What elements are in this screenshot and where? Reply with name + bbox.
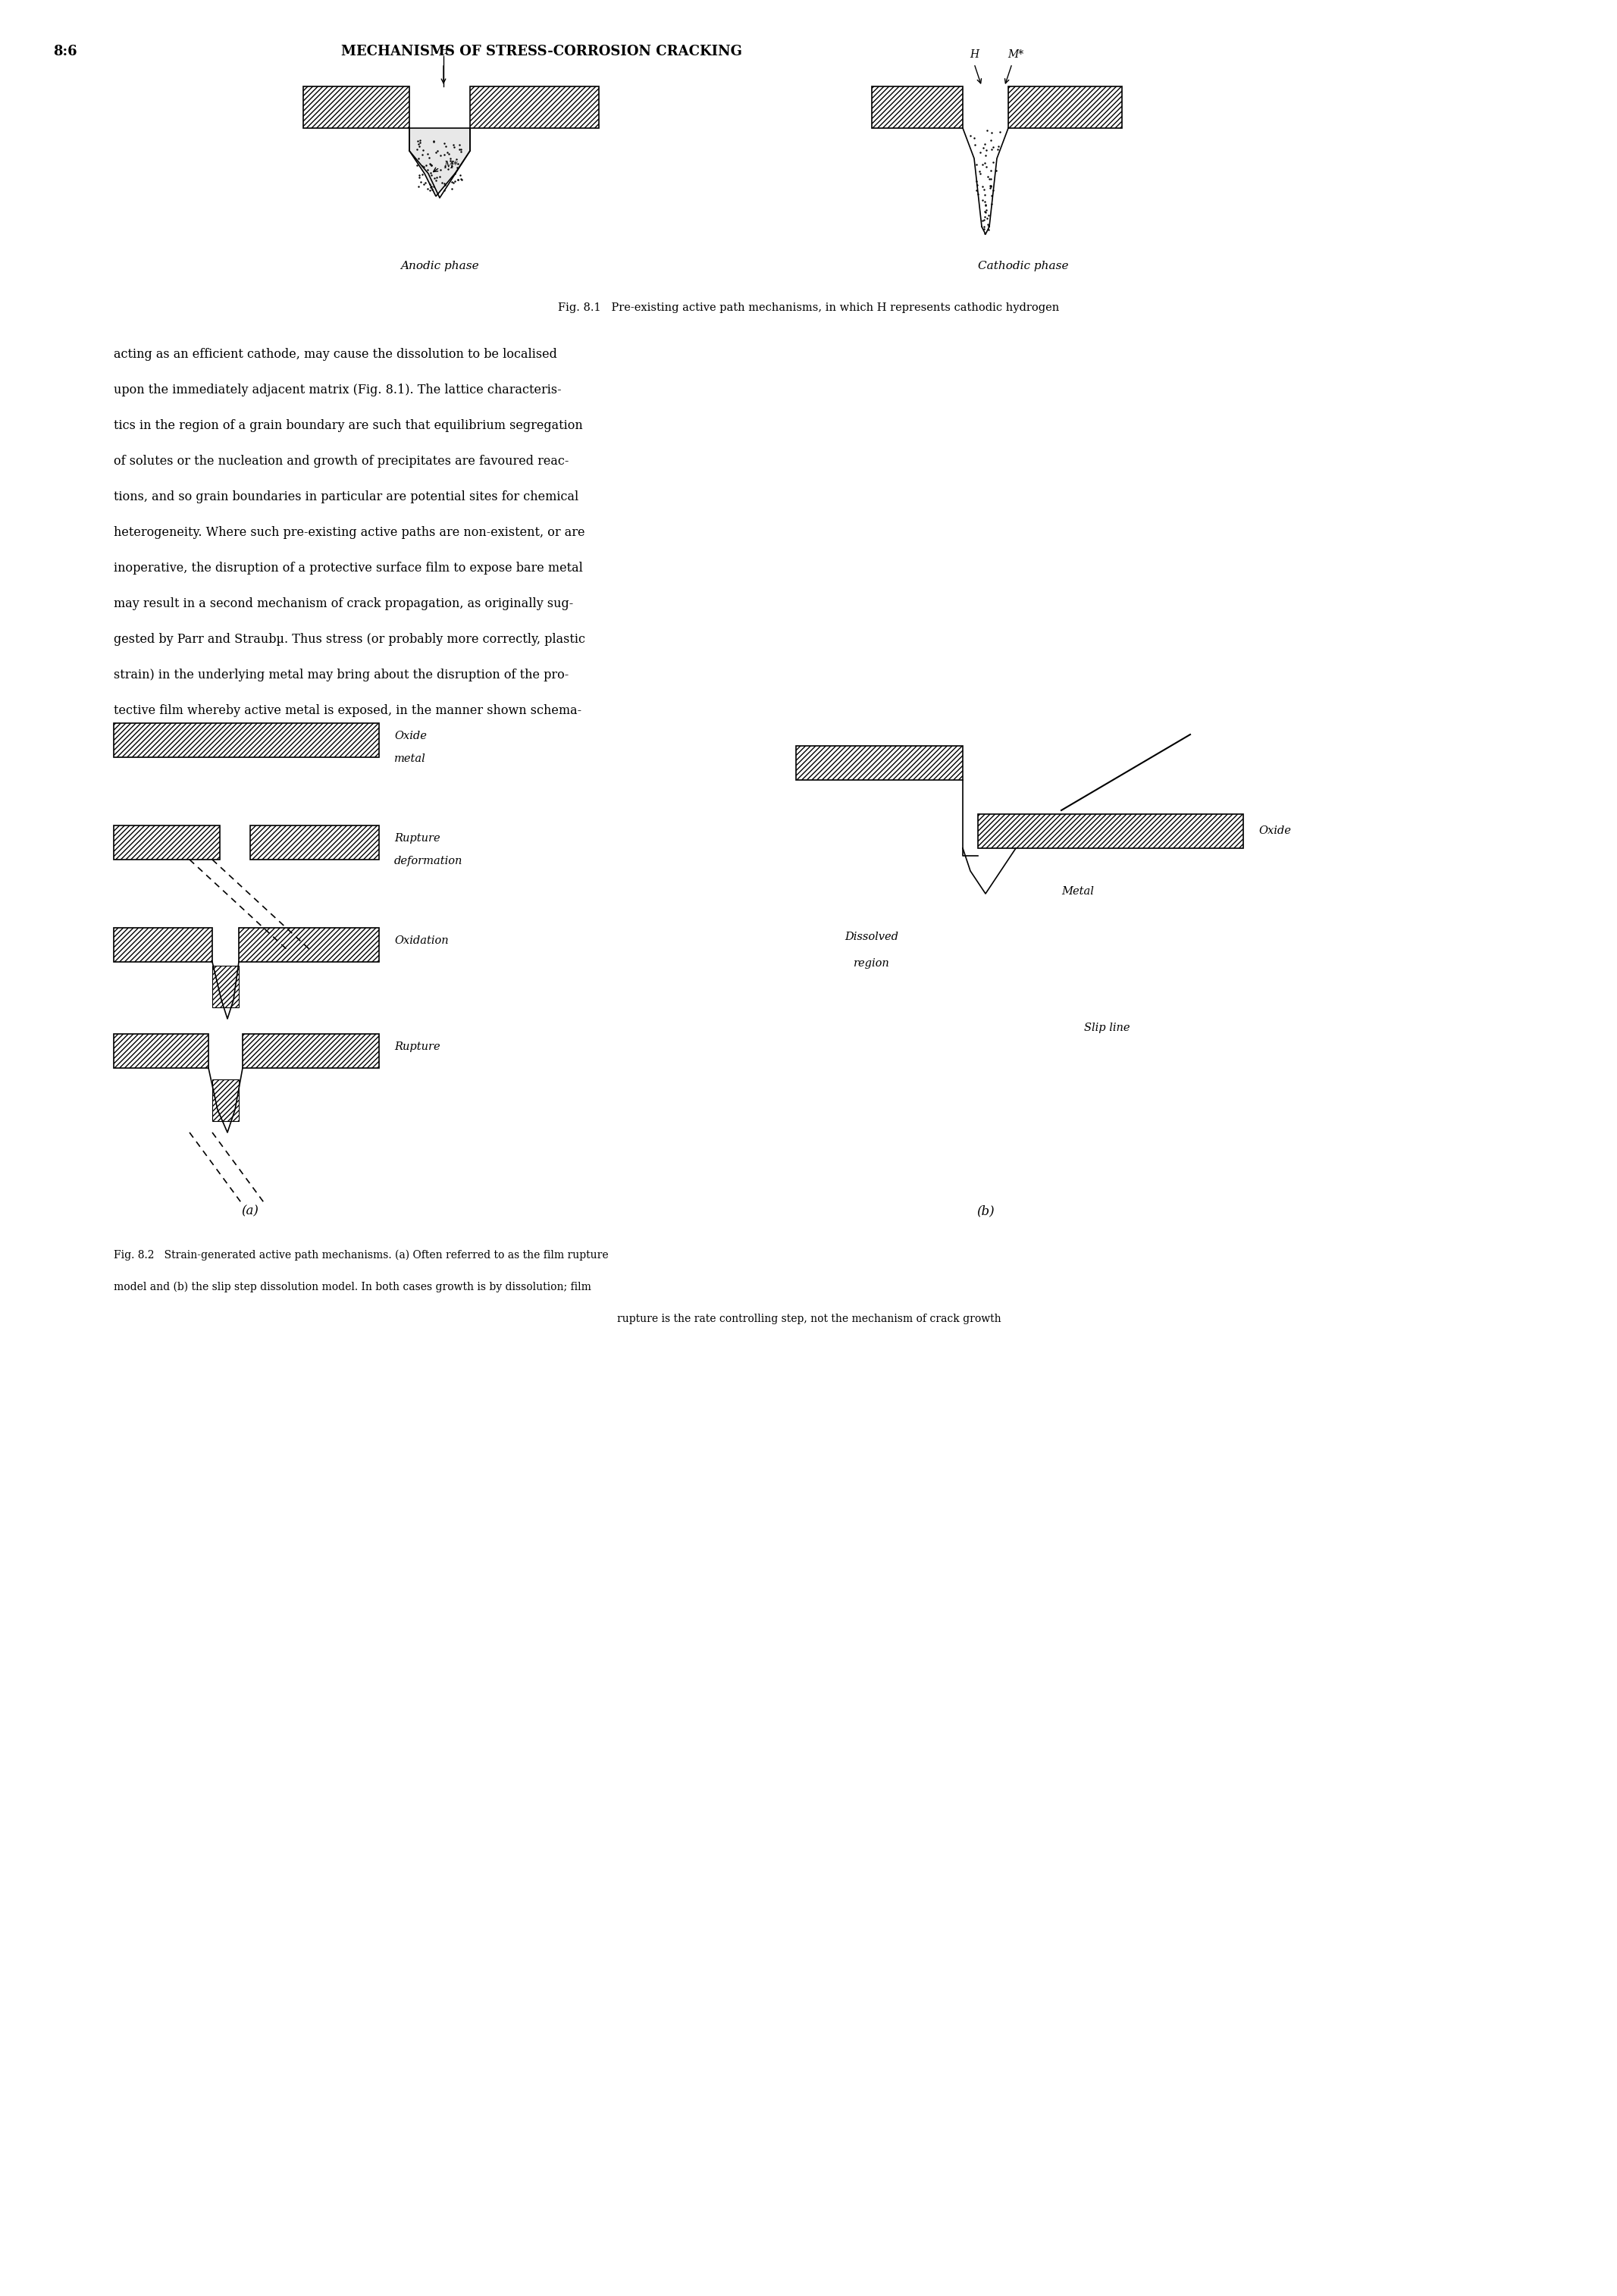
Text: Oxidation: Oxidation [395,934,448,946]
Text: Rupture: Rupture [395,833,440,843]
Text: Rupture: Rupture [395,1042,440,1052]
Text: 8:6: 8:6 [53,44,78,57]
Text: Metal: Metal [1061,886,1093,898]
Text: model and (b) the slip step dissolution model. In both cases growth is by dissol: model and (b) the slip step dissolution … [113,1281,592,1293]
Text: Fig. 8.1   Pre-existing active path mechanisms, in which H represents cathodic h: Fig. 8.1 Pre-existing active path mechan… [558,303,1059,312]
Text: region: region [854,957,889,969]
Text: Oxide: Oxide [395,730,427,742]
Text: may result in a second mechanism of crack propagation, as originally sug-: may result in a second mechanism of crac… [113,597,574,611]
FancyBboxPatch shape [113,1033,209,1068]
FancyBboxPatch shape [471,87,598,129]
FancyBboxPatch shape [1009,87,1122,129]
Text: Dissolved: Dissolved [846,932,899,941]
Text: tics in the region of a grain boundary are such that equilibrium segregation: tics in the region of a grain boundary a… [113,420,582,432]
Text: deformation: deformation [395,856,462,866]
Text: MECHANISMS OF STRESS-CORROSION CRACKING: MECHANISMS OF STRESS-CORROSION CRACKING [341,44,742,57]
Text: upon the immediately adjacent matrix (Fig. 8.1). The lattice characteris-: upon the immediately adjacent matrix (Fi… [113,383,561,397]
Text: metal: metal [395,753,425,765]
FancyBboxPatch shape [796,746,962,781]
FancyBboxPatch shape [304,87,409,129]
Text: Cathodic phase: Cathodic phase [978,262,1069,271]
Text: strain) in the underlying metal may bring about the disruption of the pro-: strain) in the underlying metal may brin… [113,668,569,682]
Text: tective film whereby active metal is exposed, in the manner shown schema-: tective film whereby active metal is exp… [113,705,582,716]
Text: Anodic phase: Anodic phase [401,262,479,271]
FancyBboxPatch shape [113,723,378,758]
Text: of solutes or the nucleation and growth of precipitates are favoured reac-: of solutes or the nucleation and growth … [113,455,569,468]
FancyBboxPatch shape [212,967,239,1008]
FancyBboxPatch shape [212,1079,239,1120]
FancyBboxPatch shape [113,827,220,859]
Text: rupture is the rate controlling step, not the mechanism of crack growth: rupture is the rate controlling step, no… [616,1313,1001,1325]
Text: acting as an efficient cathode, may cause the dissolution to be localised: acting as an efficient cathode, may caus… [113,349,558,360]
FancyBboxPatch shape [978,815,1243,847]
Text: gested by Parr and Straubµ. Thus stress (or probably more correctly, plastic: gested by Parr and Straubµ. Thus stress … [113,634,585,645]
Text: Oxide: Oxide [1258,827,1290,836]
FancyBboxPatch shape [872,87,962,129]
Text: inoperative, the disruption of a protective surface film to expose bare metal: inoperative, the disruption of a protect… [113,563,582,574]
Text: H: H [438,46,448,55]
Text: M*: M* [443,161,458,170]
FancyBboxPatch shape [251,827,378,859]
Text: M*: M* [1007,48,1024,60]
Text: heterogeneity. Where such pre-existing active paths are non-existent, or are: heterogeneity. Where such pre-existing a… [113,526,585,540]
Text: Slip line: Slip line [1083,1022,1130,1033]
FancyBboxPatch shape [113,928,212,962]
Text: (a): (a) [241,1205,259,1217]
Text: tions, and so grain boundaries in particular are potential sites for chemical: tions, and so grain boundaries in partic… [113,491,579,503]
FancyBboxPatch shape [239,928,378,962]
FancyBboxPatch shape [243,1033,378,1068]
Text: (b): (b) [977,1205,994,1217]
Text: H: H [970,48,978,60]
Text: Fig. 8.2   Strain-generated active path mechanisms. (a) Often referred to as the: Fig. 8.2 Strain-generated active path me… [113,1249,608,1261]
Polygon shape [409,129,471,197]
